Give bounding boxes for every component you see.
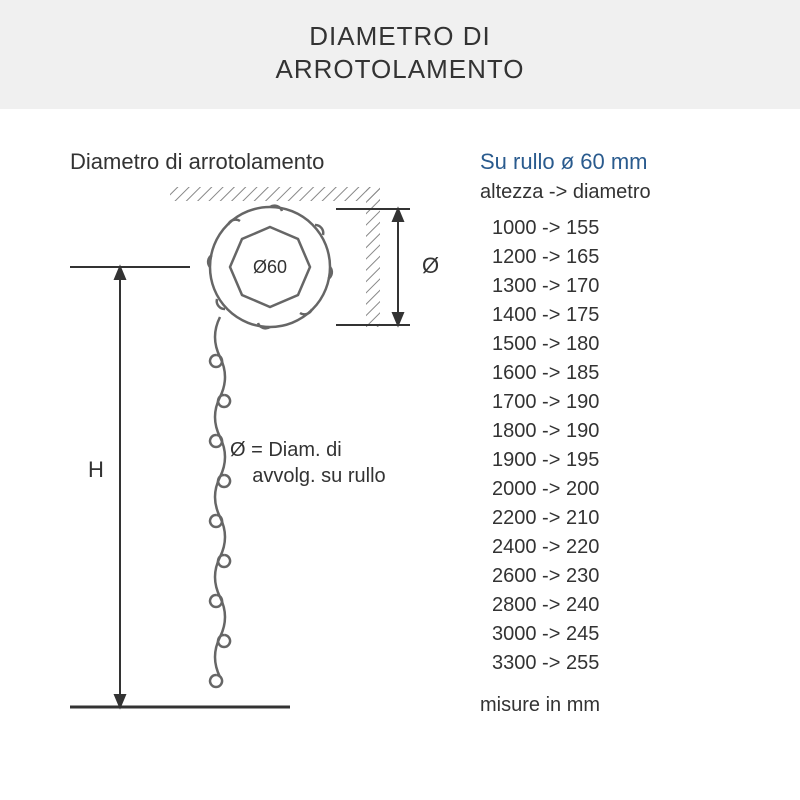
list-item: 1300 -> 170	[492, 272, 770, 301]
table-subtitle: altezza -> diametro	[480, 181, 770, 204]
list-item: 1500 -> 180	[492, 330, 770, 359]
diagram-column: Diametro di arrotolamento	[30, 149, 460, 727]
list-item: 2600 -> 230	[492, 562, 770, 591]
legend-line-2: avvolg. su rullo	[252, 465, 385, 487]
page-title: DIAMETRO DI ARROTOLAMENTO	[0, 20, 800, 85]
diagram-wrap: Ø60 Ø	[30, 187, 460, 727]
list-item: 1800 -> 190	[492, 417, 770, 446]
list-item: 1000 -> 155	[492, 214, 770, 243]
diagram-title: Diametro di arrotolamento	[30, 149, 460, 175]
diameter-symbol: Ø	[422, 253, 439, 278]
content-area: Diametro di arrotolamento	[0, 109, 800, 747]
list-item: 2800 -> 240	[492, 591, 770, 620]
list-item: 2400 -> 220	[492, 533, 770, 562]
h-dimension-label: H	[88, 457, 104, 483]
table-title: Su rullo ø 60 mm	[480, 149, 770, 175]
diameter-legend: Ø = Diam. di avvolg. su rullo	[230, 437, 386, 489]
height-diameter-list: 1000 -> 1551200 -> 1651300 -> 1701400 ->…	[480, 214, 770, 678]
list-item: 1700 -> 190	[492, 388, 770, 417]
title-line-1: DIAMETRO DI	[309, 21, 490, 51]
center-label-text: Ø60	[253, 257, 287, 277]
list-item: 2000 -> 200	[492, 475, 770, 504]
header-banner: DIAMETRO DI ARROTOLAMENTO	[0, 0, 800, 109]
list-item: 3000 -> 245	[492, 620, 770, 649]
list-item: 3300 -> 255	[492, 649, 770, 678]
data-column: Su rullo ø 60 mm altezza -> diametro 100…	[460, 149, 770, 727]
list-item: 1600 -> 185	[492, 359, 770, 388]
list-item: 1400 -> 175	[492, 301, 770, 330]
list-item: 1200 -> 165	[492, 243, 770, 272]
legend-line-1: Ø = Diam. di	[230, 439, 342, 461]
list-item: 2200 -> 210	[492, 504, 770, 533]
unit-note: misure in mm	[480, 694, 770, 717]
list-item: 1900 -> 195	[492, 446, 770, 475]
title-line-2: ARROTOLAMENTO	[276, 54, 525, 84]
